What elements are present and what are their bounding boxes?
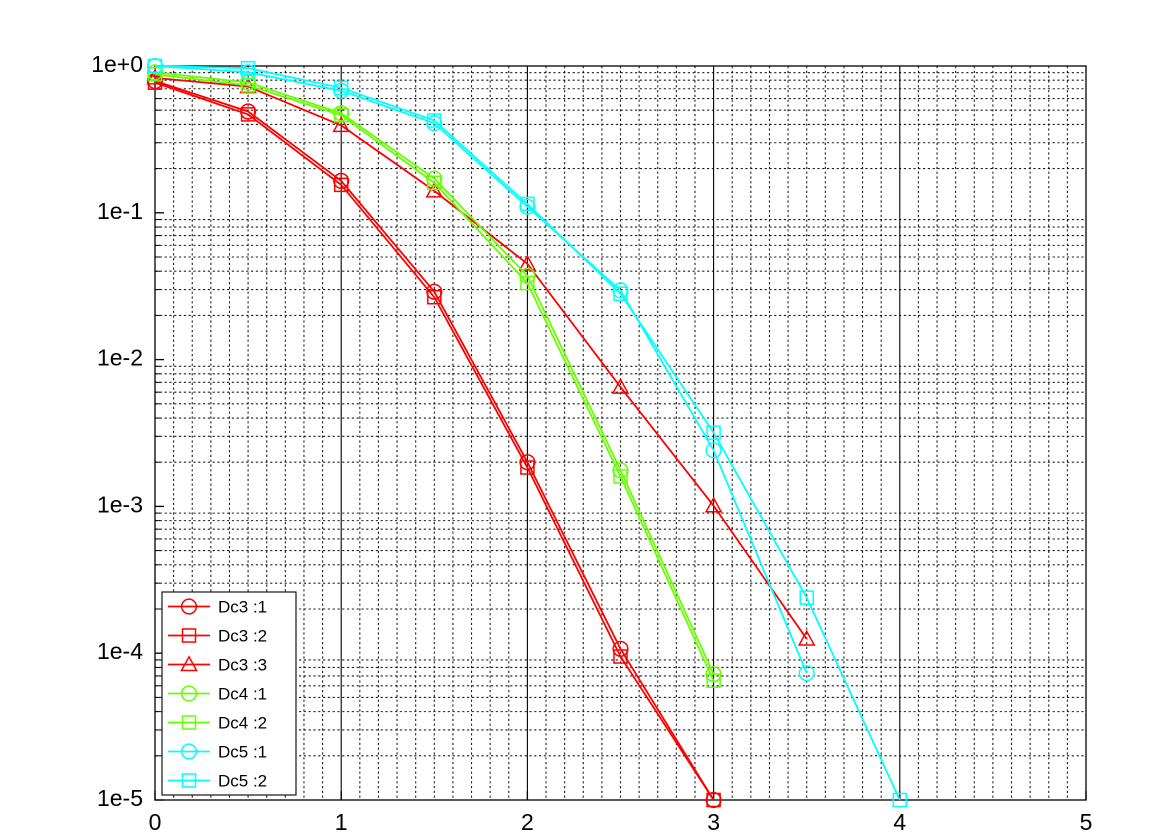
svg-text:Dc4 :2: Dc4 :2 bbox=[218, 714, 267, 733]
svg-text:Dc5 :1: Dc5 :1 bbox=[218, 743, 267, 762]
svg-text:4: 4 bbox=[893, 809, 906, 835]
svg-text:1: 1 bbox=[335, 809, 348, 835]
svg-text:2: 2 bbox=[521, 809, 534, 835]
svg-text:Dc4 :1: Dc4 :1 bbox=[218, 685, 267, 704]
svg-text:1e+0: 1e+0 bbox=[91, 51, 143, 77]
svg-text:Dc5 :2: Dc5 :2 bbox=[218, 772, 267, 791]
svg-text:3: 3 bbox=[707, 809, 720, 835]
svg-text:1e-2: 1e-2 bbox=[97, 345, 143, 371]
svg-text:1e-4: 1e-4 bbox=[97, 638, 143, 664]
svg-text:1e-3: 1e-3 bbox=[97, 491, 143, 517]
svg-text:Dc3 :1: Dc3 :1 bbox=[218, 598, 267, 617]
svg-text:0: 0 bbox=[149, 809, 162, 835]
svg-text:1e-5: 1e-5 bbox=[97, 785, 143, 811]
svg-text:5: 5 bbox=[1080, 809, 1093, 835]
svg-text:1e-1: 1e-1 bbox=[97, 198, 143, 224]
svg-text:Dc3 :2: Dc3 :2 bbox=[218, 627, 267, 646]
svg-text:Dc3 :3: Dc3 :3 bbox=[218, 656, 267, 675]
